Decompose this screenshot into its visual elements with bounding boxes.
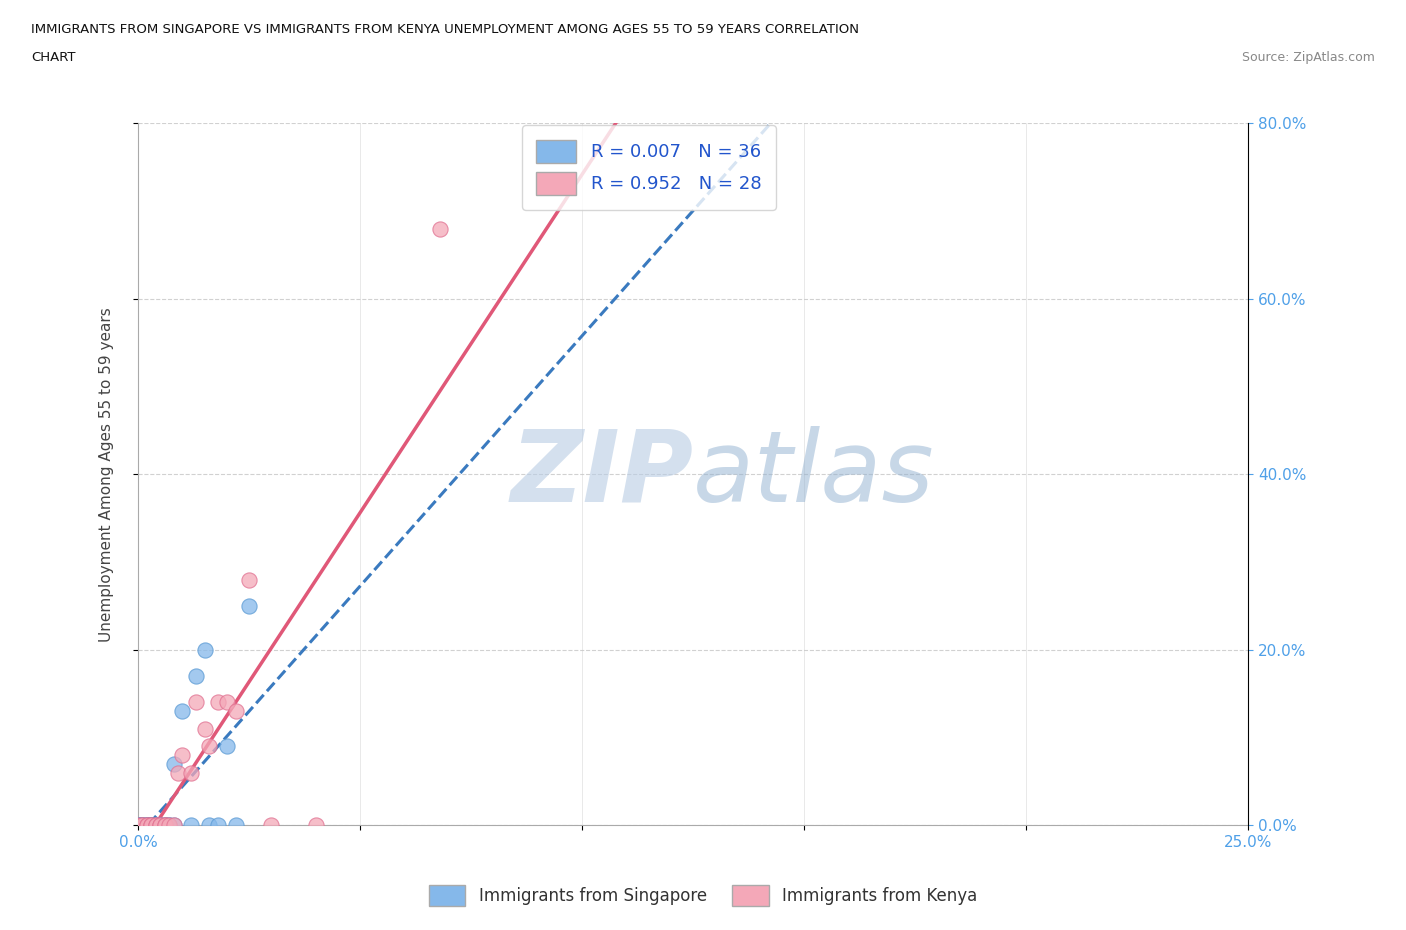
Point (153, 817, 176, 832)
Point (141, 817, 163, 832)
Point (141, 817, 163, 832)
Text: atlas: atlas (693, 426, 935, 523)
Point (135, 817, 157, 832)
Point (198, 738, 221, 753)
Point (207, 817, 229, 832)
Text: CHART: CHART (31, 51, 76, 64)
Point (141, 817, 163, 832)
Point (145, 817, 167, 832)
Point (180, 817, 202, 832)
Point (153, 817, 176, 832)
Point (131, 817, 153, 832)
Point (225, 704, 247, 719)
Point (162, 756, 184, 771)
Point (135, 817, 157, 832)
Point (145, 817, 167, 832)
Legend: R = 0.007   N = 36, R = 0.952   N = 28: R = 0.007 N = 36, R = 0.952 N = 28 (522, 126, 776, 209)
Point (145, 817, 167, 832)
Point (131, 817, 153, 832)
Point (127, 817, 149, 832)
Point (198, 817, 221, 832)
Point (162, 817, 184, 832)
Point (135, 817, 157, 832)
Point (149, 817, 172, 832)
Point (141, 817, 163, 832)
Point (135, 817, 157, 832)
Point (238, 598, 260, 613)
Point (141, 817, 163, 832)
Legend: Immigrants from Singapore, Immigrants from Kenya: Immigrants from Singapore, Immigrants fr… (422, 879, 984, 912)
Point (157, 817, 180, 832)
Point (127, 817, 149, 832)
Point (172, 748, 194, 763)
Point (135, 817, 157, 832)
Point (131, 817, 153, 832)
Point (145, 817, 167, 832)
Y-axis label: Unemployment Among Ages 55 to 59 years: Unemployment Among Ages 55 to 59 years (100, 307, 114, 642)
Point (194, 643, 217, 658)
Point (194, 722, 217, 737)
Point (149, 817, 172, 832)
Point (149, 817, 172, 832)
Point (172, 704, 194, 719)
Point (238, 572, 260, 587)
Text: Source: ZipAtlas.com: Source: ZipAtlas.com (1241, 51, 1375, 64)
Point (260, 817, 283, 832)
Point (304, 817, 326, 832)
Point (157, 817, 180, 832)
Point (207, 695, 229, 710)
Point (162, 817, 184, 832)
Point (131, 817, 153, 832)
Point (215, 738, 238, 753)
Point (145, 817, 167, 832)
Point (153, 817, 176, 832)
Point (127, 817, 149, 832)
Point (149, 817, 172, 832)
Point (149, 817, 172, 832)
Point (131, 817, 153, 832)
Point (180, 765, 202, 780)
Point (157, 817, 180, 832)
Point (225, 817, 247, 832)
Text: IMMIGRANTS FROM SINGAPORE VS IMMIGRANTS FROM KENYA UNEMPLOYMENT AMONG AGES 55 TO: IMMIGRANTS FROM SINGAPORE VS IMMIGRANTS … (31, 23, 859, 36)
Point (167, 765, 190, 780)
Point (429, 221, 451, 236)
Point (215, 695, 238, 710)
Text: ZIP: ZIP (510, 426, 693, 523)
Point (184, 695, 207, 710)
Point (127, 817, 149, 832)
Point (153, 817, 176, 832)
Point (135, 817, 157, 832)
Point (127, 817, 149, 832)
Point (184, 669, 207, 684)
Point (131, 817, 153, 832)
